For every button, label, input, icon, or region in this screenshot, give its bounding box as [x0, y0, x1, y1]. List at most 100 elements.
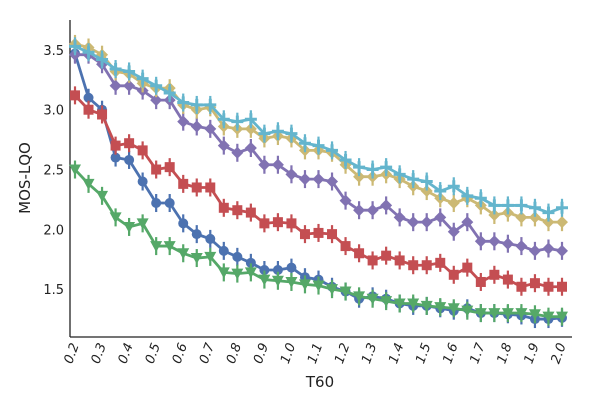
data-point [353, 291, 366, 303]
data-point [272, 217, 283, 228]
data-point [461, 305, 474, 317]
data-point [258, 158, 271, 171]
data-point [82, 178, 95, 190]
data-point [501, 237, 514, 250]
data-point [434, 302, 447, 314]
data-point [244, 122, 257, 135]
x-tick-label: 0.7 [197, 341, 218, 366]
data-point [312, 139, 325, 152]
data-point [286, 218, 297, 229]
data-point [191, 229, 202, 240]
data-point [367, 255, 378, 266]
x-tick-label: 0.2 [62, 341, 83, 366]
data-point [502, 274, 513, 285]
data-point [271, 125, 284, 138]
data-point [244, 267, 257, 279]
data-point [528, 309, 541, 321]
data-point [136, 72, 149, 85]
data-point [556, 311, 568, 323]
data-point [150, 94, 163, 107]
data-point [218, 245, 229, 256]
data-point [326, 284, 339, 296]
series-2 [69, 160, 568, 326]
x-axis-label: T60 [305, 373, 334, 391]
y-tick-label: 2.5 [43, 164, 64, 179]
x-tick-label: 2.0 [549, 341, 570, 366]
data-point [163, 241, 176, 253]
data-point [556, 201, 568, 214]
data-point [474, 192, 487, 205]
data-point [298, 137, 311, 150]
x-tick-label: 1.3 [359, 341, 380, 366]
data-point [420, 185, 433, 198]
data-point [70, 90, 80, 101]
data-point [327, 229, 338, 240]
y-axis-label: MOS-LQO [16, 142, 34, 214]
data-point [447, 197, 460, 210]
x-tick-label: 0.8 [224, 341, 245, 366]
data-point [231, 115, 244, 128]
x-tick-label: 0.6 [170, 341, 191, 366]
data-point [380, 296, 393, 308]
data-point [488, 308, 501, 320]
data-point [258, 274, 271, 286]
data-point [474, 308, 487, 320]
data-point [217, 113, 230, 126]
x-tick-label: 0.3 [89, 341, 110, 366]
data-point [420, 216, 433, 229]
data-point [339, 286, 352, 298]
data-point [205, 182, 216, 193]
data-point [177, 96, 190, 109]
x-tick-label: 1.6 [440, 341, 461, 366]
y-tick-label: 3.5 [43, 44, 64, 59]
data-point [245, 207, 256, 218]
data-point [137, 176, 148, 187]
data-point [447, 225, 460, 238]
data-point [123, 221, 136, 233]
data-point [231, 146, 244, 159]
data-point [123, 65, 136, 78]
data-point [515, 211, 528, 224]
data-point [124, 154, 135, 165]
data-point [557, 281, 567, 292]
data-point [408, 260, 419, 271]
data-point [191, 182, 202, 193]
data-point [204, 98, 217, 111]
data-point [353, 161, 366, 174]
data-point [380, 161, 393, 174]
data-point [542, 311, 555, 323]
data-point [110, 140, 121, 151]
data-point [556, 244, 568, 257]
data-point [489, 269, 500, 280]
data-point [448, 269, 459, 280]
data-point [83, 92, 94, 103]
data-point [69, 40, 81, 53]
data-point [259, 265, 270, 276]
data-point [488, 208, 501, 221]
data-point [354, 248, 365, 259]
data-point [299, 229, 310, 240]
data-point [190, 98, 203, 111]
data-point [542, 206, 555, 219]
x-tick-label: 1.9 [522, 341, 543, 366]
data-point [123, 79, 136, 92]
y-tick-label: 1.5 [43, 283, 64, 298]
data-point [434, 211, 447, 224]
x-tick-label: 1.4 [386, 341, 407, 366]
data-point [366, 293, 379, 305]
data-point [150, 241, 163, 253]
data-point [420, 175, 433, 188]
data-point [407, 298, 420, 310]
data-point [177, 115, 190, 128]
data-point [312, 280, 325, 292]
series-6 [69, 37, 568, 222]
data-point [232, 205, 243, 216]
data-point [326, 175, 339, 188]
data-point [97, 109, 108, 120]
data-point [244, 113, 257, 126]
data-point [542, 216, 555, 229]
data-point [353, 204, 366, 217]
data-point [178, 218, 189, 229]
data-point [124, 138, 135, 149]
data-point [258, 127, 271, 140]
